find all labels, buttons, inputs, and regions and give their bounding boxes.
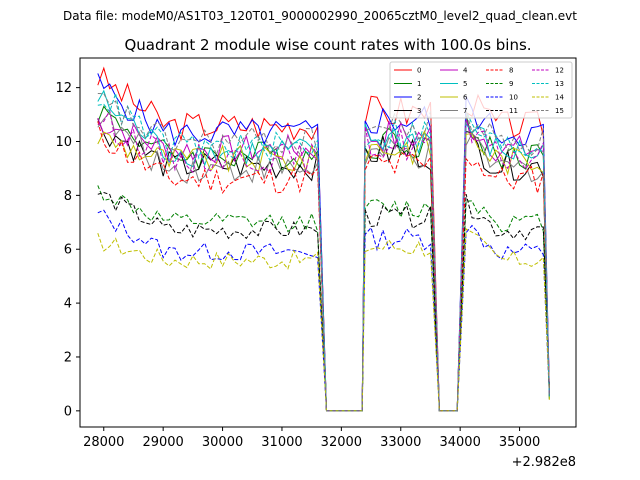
legend-label: 7 (463, 107, 467, 115)
x-tick-label: 31000 (261, 435, 302, 450)
chart-suptitle: Data file: modeM0/AS1T03_120T01_90000029… (63, 9, 577, 23)
x-tick-label: 35000 (499, 435, 540, 450)
x-tick-label: 34000 (439, 435, 480, 450)
series-line-7 (97, 111, 550, 412)
x-tick-label: 29000 (142, 435, 183, 450)
y-axis-ticks: 0 2 4 6 8 10 12 (55, 81, 80, 419)
series-line-10 (97, 209, 550, 412)
series-line-4 (97, 117, 550, 412)
series-line-2 (97, 73, 550, 412)
legend-label: 3 (417, 107, 421, 115)
x-offset-label: +2.982e8 (512, 455, 576, 470)
legend-label: 11 (509, 107, 518, 115)
legend-label: 6 (463, 94, 468, 102)
legend-label: 8 (509, 67, 513, 75)
legend-label: 5 (463, 80, 467, 88)
legend-label: 10 (509, 94, 518, 102)
series-line-9 (97, 185, 550, 412)
plot-lines (97, 66, 550, 412)
series-line-8 (97, 121, 550, 412)
legend-label: 15 (555, 107, 564, 115)
series-line-5 (97, 89, 550, 412)
series-line-15 (97, 93, 550, 412)
x-tick-label: 30000 (202, 435, 243, 450)
y-tick-label: 10 (55, 135, 72, 150)
y-tick-label: 8 (64, 189, 72, 204)
y-tick-label: 12 (55, 81, 72, 96)
legend-label: 1 (417, 80, 421, 88)
chart-title: Quadrant 2 module wise count rates with … (124, 36, 531, 54)
legend-box (389, 61, 573, 119)
series-line-11 (97, 191, 550, 412)
y-tick-label: 0 (64, 404, 72, 419)
legend-label: 4 (463, 67, 468, 75)
x-axis-ticks: 28000 29000 30000 31000 32000 33000 34000 35000 (83, 427, 540, 450)
legend-label: 9 (509, 80, 513, 88)
series-line-12 (97, 109, 550, 412)
x-tick-label: 28000 (83, 435, 124, 450)
legend-label: 14 (555, 94, 564, 102)
axes-frame (79, 57, 577, 428)
series-line-6 (97, 129, 550, 412)
legend-label: 0 (417, 67, 421, 75)
y-tick-label: 2 (64, 350, 72, 365)
y-tick-label: 4 (64, 297, 72, 312)
legend-label: 2 (417, 94, 421, 102)
legend-label: 12 (555, 67, 564, 75)
y-tick-label: 6 (64, 243, 72, 258)
series-line-14 (97, 228, 550, 412)
x-tick-label: 32000 (321, 435, 362, 450)
series-line-13 (97, 93, 550, 412)
x-tick-label: 33000 (380, 435, 421, 450)
legend-label: 13 (555, 80, 564, 88)
